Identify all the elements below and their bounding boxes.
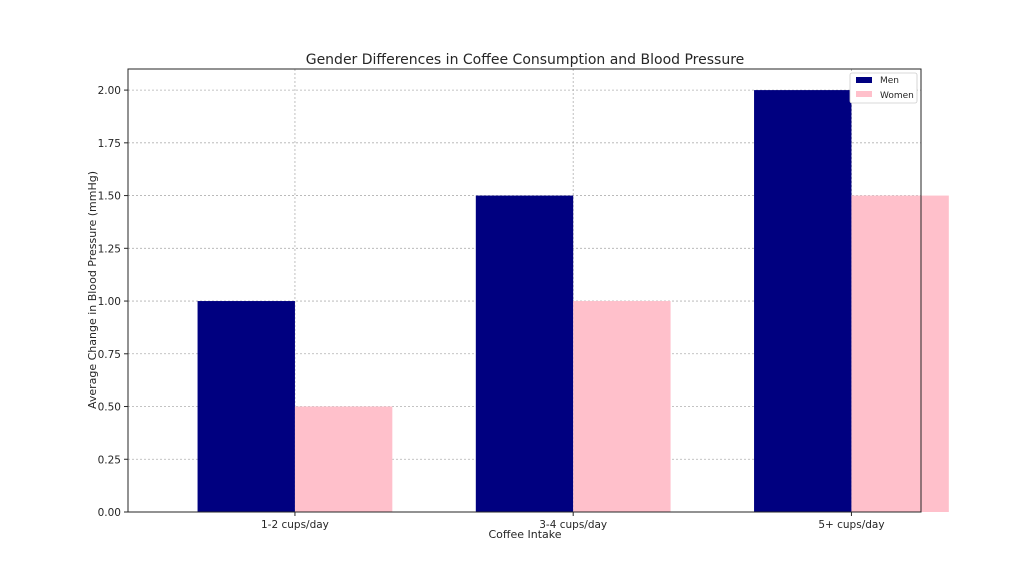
x-axis-ticks: 1-2 cups/day 3-4 cups/day 5+ cups/day — [261, 512, 885, 531]
bar-men — [475, 195, 574, 513]
y-axis-ticks: 0.00 0.25 0.50 0.75 1.00 1.25 1.50 1.75 2.00 — [98, 85, 128, 519]
y-tick-label: 0.50 — [98, 402, 121, 414]
y-tick-label: 0.25 — [98, 454, 121, 466]
chart-title: Gender Differences in Coffee Consumption… — [306, 52, 745, 68]
bar-men — [197, 301, 295, 512]
bar-women — [294, 406, 393, 512]
y-tick-label: 1.25 — [98, 243, 121, 255]
bar-men — [754, 90, 852, 512]
y-tick-label: 1.50 — [98, 191, 121, 203]
x-axis-label: Coffee Intake — [488, 528, 561, 541]
y-tick-label: 0.00 — [98, 507, 121, 519]
x-tick-label: 3-4 cups/day — [539, 519, 607, 531]
bar-women — [573, 301, 671, 512]
legend-swatch-women — [856, 91, 872, 97]
x-tick-label: 1-2 cups/day — [261, 519, 329, 531]
x-tick-label: 5+ cups/day — [818, 519, 884, 531]
bar-women — [851, 195, 949, 513]
plot-frame — [127, 68, 922, 513]
y-tick-label: 1.00 — [98, 296, 121, 308]
legend: Men Women — [849, 72, 918, 104]
y-tick-label: 1.75 — [98, 138, 121, 150]
y-axis-label: Average Change in Blood Pressure (mmHg) — [86, 171, 99, 409]
legend-label-men: Men — [880, 76, 899, 86]
y-tick-label: 2.00 — [98, 85, 121, 97]
legend-swatch-men — [856, 77, 872, 83]
bars — [197, 90, 949, 513]
legend-label-women: Women — [880, 91, 914, 101]
y-tick-label: 0.75 — [98, 349, 121, 361]
axes — [127, 68, 922, 513]
